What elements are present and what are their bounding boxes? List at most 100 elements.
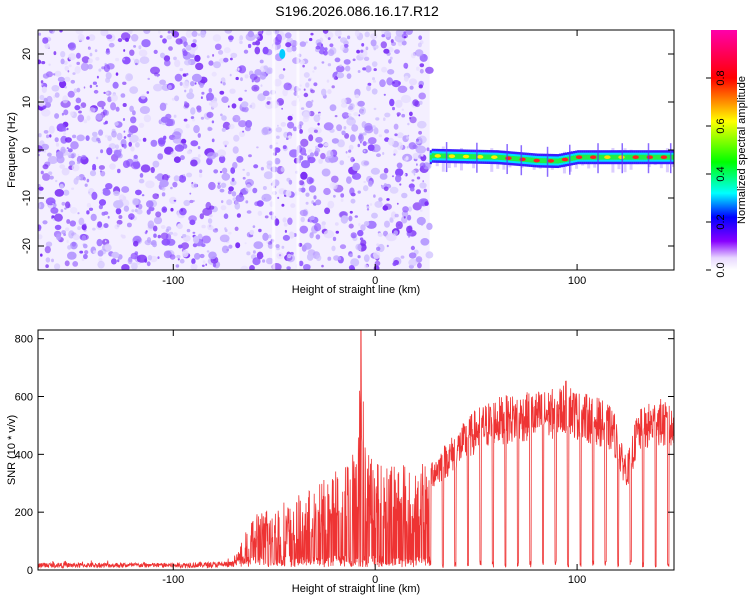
line-hotspot — [505, 156, 512, 161]
noise-blob — [173, 114, 177, 118]
noise-blob — [372, 125, 376, 128]
noise-blob — [194, 252, 201, 260]
noise-blob — [410, 187, 415, 192]
noise-blob — [262, 186, 267, 190]
chart-title: S196.2026.086.16.17.R12 — [275, 3, 439, 19]
noise-blob — [118, 215, 123, 219]
noise-blob — [399, 183, 402, 186]
noise-blob — [242, 176, 246, 180]
noise-blob — [185, 123, 190, 129]
noise-blob — [418, 92, 427, 100]
noise-blob — [132, 110, 136, 116]
noise-blob — [192, 231, 196, 234]
noise-blob — [206, 55, 210, 59]
noise-blob — [156, 173, 165, 182]
noise-blob — [259, 59, 264, 64]
noise-blob — [392, 261, 397, 267]
noise-blob — [39, 94, 45, 101]
noise-blob — [395, 99, 403, 108]
line-band-core — [639, 154, 642, 160]
noise-blob — [408, 258, 418, 267]
noise-blob — [217, 184, 221, 190]
noise-blob — [222, 121, 231, 130]
noise-blob — [104, 243, 112, 251]
noise-blob — [232, 161, 238, 169]
noise-blob — [99, 170, 103, 173]
noise-blob — [219, 234, 230, 243]
noise-blob — [350, 258, 360, 267]
noise-blob — [45, 264, 49, 268]
noise-blob — [415, 189, 421, 195]
noise-blob — [299, 41, 307, 47]
noise-blob — [61, 201, 66, 206]
noise-blob — [348, 113, 352, 116]
colorbar-tick-label: 0.4 — [715, 166, 727, 181]
noise-blob — [182, 50, 188, 57]
noise-blob — [117, 259, 120, 263]
noise-blob — [354, 30, 360, 37]
noise-blob — [153, 216, 163, 225]
noise-blob — [323, 187, 331, 196]
noise-blob — [76, 134, 85, 142]
noise-blob — [38, 153, 40, 157]
noise-blob — [348, 149, 352, 153]
noise-blob — [348, 223, 354, 229]
noise-blob — [172, 136, 182, 144]
noise-blob — [300, 171, 308, 180]
colorbar: 0.0 0.2 0.4 0.6 0.8 Normalized spectral ampl… — [706, 30, 748, 278]
noise-blob — [303, 72, 310, 78]
noise-blob — [323, 230, 335, 239]
noise-blob — [66, 127, 69, 131]
noise-blob — [326, 150, 334, 159]
noise-blob — [392, 106, 395, 111]
noise-blob — [409, 116, 417, 124]
noise-blob — [230, 167, 236, 174]
noise-blob — [249, 104, 253, 108]
noise-gap — [296, 30, 300, 270]
snr-xtick-label: 0 — [372, 574, 378, 586]
noise-blob — [38, 224, 42, 232]
noise-blob — [150, 66, 160, 75]
noise-blob — [147, 220, 155, 229]
noise-blob — [67, 70, 70, 73]
noise-blob — [287, 253, 292, 259]
noise-blob — [59, 164, 66, 170]
noise-blob — [123, 130, 126, 133]
noise-blob — [126, 222, 132, 228]
noise-blob — [334, 57, 341, 63]
noise-blob — [287, 115, 293, 121]
noise-blob — [212, 263, 217, 268]
noise-blob — [234, 226, 239, 231]
noise-blob — [373, 47, 377, 51]
noise-blob — [277, 196, 280, 199]
noise-blob — [70, 141, 79, 150]
noise-blob — [174, 144, 185, 152]
noise-blob — [282, 68, 286, 71]
noise-blob — [417, 42, 422, 48]
line-hotspot — [533, 158, 540, 163]
noise-blob — [327, 89, 332, 95]
noise-blob — [280, 122, 287, 127]
noise-blob — [242, 130, 245, 133]
noise-blob — [240, 77, 243, 82]
noise-blob — [116, 219, 123, 225]
noise-blob — [416, 176, 421, 180]
noise-blob — [133, 154, 138, 159]
noise-blob — [98, 199, 107, 206]
noise-blob — [333, 194, 336, 198]
noise-blob — [286, 266, 291, 270]
noise-blob — [248, 154, 252, 158]
noise-blob — [235, 242, 241, 249]
noise-blob — [197, 154, 201, 158]
noise-blob — [340, 198, 344, 202]
noise-blob — [89, 84, 93, 89]
noise-blob — [161, 238, 171, 246]
noise-blob — [63, 132, 67, 135]
noise-blob — [380, 184, 383, 187]
noise-blob — [81, 235, 87, 241]
noise-blob — [189, 199, 194, 204]
line-band-core — [667, 154, 671, 160]
noise-blob — [143, 114, 152, 123]
noise-blob — [226, 199, 233, 206]
noise-blob — [85, 135, 90, 142]
